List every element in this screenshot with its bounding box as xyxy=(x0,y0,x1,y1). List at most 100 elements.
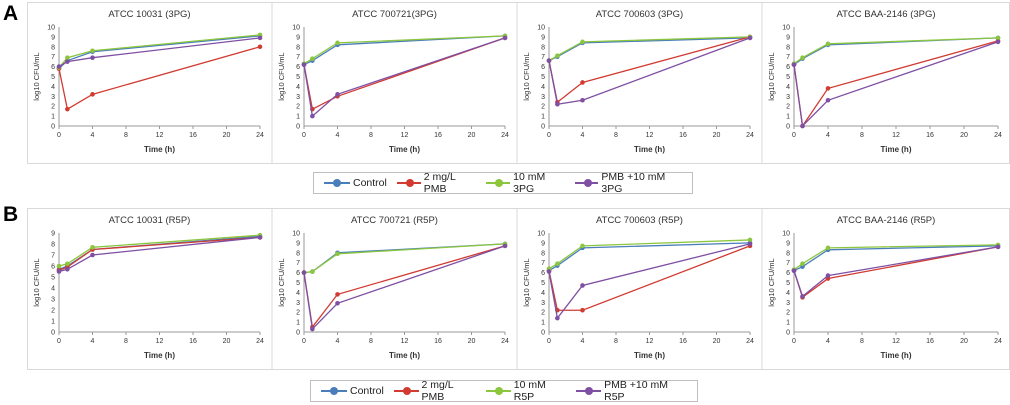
y-axis-label: log10 CFU/mL xyxy=(522,258,531,306)
data-point-combo xyxy=(580,283,585,288)
y-tick-label: 6 xyxy=(51,64,55,71)
series-line-control xyxy=(548,242,751,272)
series-line-control xyxy=(303,243,506,274)
legend-label-control-b: Control xyxy=(350,385,384,397)
data-point-combo xyxy=(301,270,307,275)
data-point-metabolite xyxy=(555,53,560,59)
y-tick-label: 5 xyxy=(541,280,545,287)
y-tick-label: 8 xyxy=(786,250,790,257)
x-tick-label: 24 xyxy=(501,132,509,139)
y-tick-label: 3 xyxy=(541,94,545,101)
y-tick-label: 7 xyxy=(51,54,55,61)
chart-title: ATCC 700721 (R5P) xyxy=(351,215,438,226)
chart-title: ATCC BAA-2146 (R5P) xyxy=(837,215,936,226)
y-tick-label: 2 xyxy=(296,310,300,317)
y-tick-label: 10 xyxy=(47,25,55,32)
series-line-metabolite xyxy=(548,36,751,62)
data-point-pmb xyxy=(580,80,585,85)
data-point-pmb xyxy=(335,292,340,297)
y-tick-label: 10 xyxy=(537,25,545,32)
legend-item-pmb: 2 mg/L PMB xyxy=(396,171,476,195)
y-tick-label: 8 xyxy=(541,44,545,51)
y-tick-label: 5 xyxy=(786,280,790,287)
series-line-metabolite xyxy=(303,243,506,274)
x-tick-label: 16 xyxy=(434,132,442,139)
x-tick-label: 20 xyxy=(713,132,721,139)
data-point-pmb xyxy=(90,92,95,97)
x-tick-label: 4 xyxy=(91,338,95,345)
data-point-combo xyxy=(546,58,552,63)
x-tick-label: 20 xyxy=(468,132,476,139)
data-point-combo xyxy=(90,55,95,60)
data-point-metabolite xyxy=(800,55,805,60)
legend-swatch-control xyxy=(324,178,350,188)
y-tick-label: 1 xyxy=(541,114,545,121)
y-tick-label: 10 xyxy=(782,25,790,32)
data-point-metabolite xyxy=(995,35,1001,41)
y-tick-label: 5 xyxy=(51,275,55,282)
x-axis-label: Time (h) xyxy=(389,145,420,154)
x-tick-label: 12 xyxy=(646,338,654,345)
y-tick-label: 4 xyxy=(786,84,790,91)
series-line-metabolite xyxy=(303,35,506,65)
legend-item-pmb-b: 2 mg/L PMB xyxy=(393,379,476,403)
legend-3pg: Control 2 mg/L PMB 10 mM 3PG PMB +10 mM … xyxy=(313,171,693,195)
series-line-combo xyxy=(548,37,751,105)
y-axis-label: log10 CFU/mL xyxy=(767,52,776,100)
x-tick-label: 20 xyxy=(223,132,231,139)
data-point-combo xyxy=(56,269,62,274)
y-tick-label: 7 xyxy=(296,54,300,61)
x-tick-label: 12 xyxy=(892,338,900,345)
x-tick-label: 0 xyxy=(302,132,306,139)
x-tick-label: 16 xyxy=(189,338,197,345)
y-tick-label: 8 xyxy=(51,44,55,51)
data-point-combo xyxy=(257,235,263,240)
x-tick-label: 4 xyxy=(581,132,585,139)
y-tick-label: 9 xyxy=(296,34,300,41)
x-tick-label: 12 xyxy=(646,132,654,139)
series-line-metabolite xyxy=(548,239,751,270)
legend-swatch-r5p xyxy=(486,386,511,396)
data-point-combo xyxy=(791,268,797,273)
legend-swatch-control-b xyxy=(321,386,347,396)
series-line-control xyxy=(793,245,999,272)
data-point-combo xyxy=(546,269,552,274)
series-line-pmb xyxy=(548,36,751,104)
y-tick-label: 3 xyxy=(786,94,790,101)
series-line-combo xyxy=(58,37,261,68)
y-tick-label: 5 xyxy=(51,74,55,81)
data-point-metabolite xyxy=(580,243,585,249)
x-tick-label: 24 xyxy=(501,338,509,345)
x-tick-label: 0 xyxy=(547,132,551,139)
y-axis-label: log10 CFU/mL xyxy=(277,52,286,100)
x-axis-label: Time (h) xyxy=(634,145,665,154)
y-tick-label: 2 xyxy=(786,310,790,317)
y-tick-label: 2 xyxy=(541,104,545,111)
legend-swatch-3pg xyxy=(486,178,511,188)
y-tick-label: 8 xyxy=(541,250,545,257)
data-point-combo xyxy=(825,273,831,278)
data-point-metabolite xyxy=(555,261,560,266)
x-tick-label: 0 xyxy=(547,338,551,345)
y-tick-label: 3 xyxy=(51,94,55,101)
series-line-combo xyxy=(303,245,506,331)
y-tick-label: 0 xyxy=(296,124,300,131)
series-line-combo xyxy=(303,37,506,118)
x-tick-label: 8 xyxy=(614,132,618,139)
y-tick-label: 7 xyxy=(541,260,545,267)
data-point-combo xyxy=(335,300,340,306)
chart-title: ATCC 700721(3PG) xyxy=(352,9,437,20)
x-axis-label: Time (h) xyxy=(634,351,665,360)
legend-swatch-pmb-r5p xyxy=(576,386,602,396)
y-tick-label: 5 xyxy=(296,280,300,287)
y-tick-label: 5 xyxy=(541,74,545,81)
x-tick-label: 24 xyxy=(256,338,264,345)
x-tick-label: 24 xyxy=(256,132,264,139)
x-tick-label: 4 xyxy=(581,338,585,345)
